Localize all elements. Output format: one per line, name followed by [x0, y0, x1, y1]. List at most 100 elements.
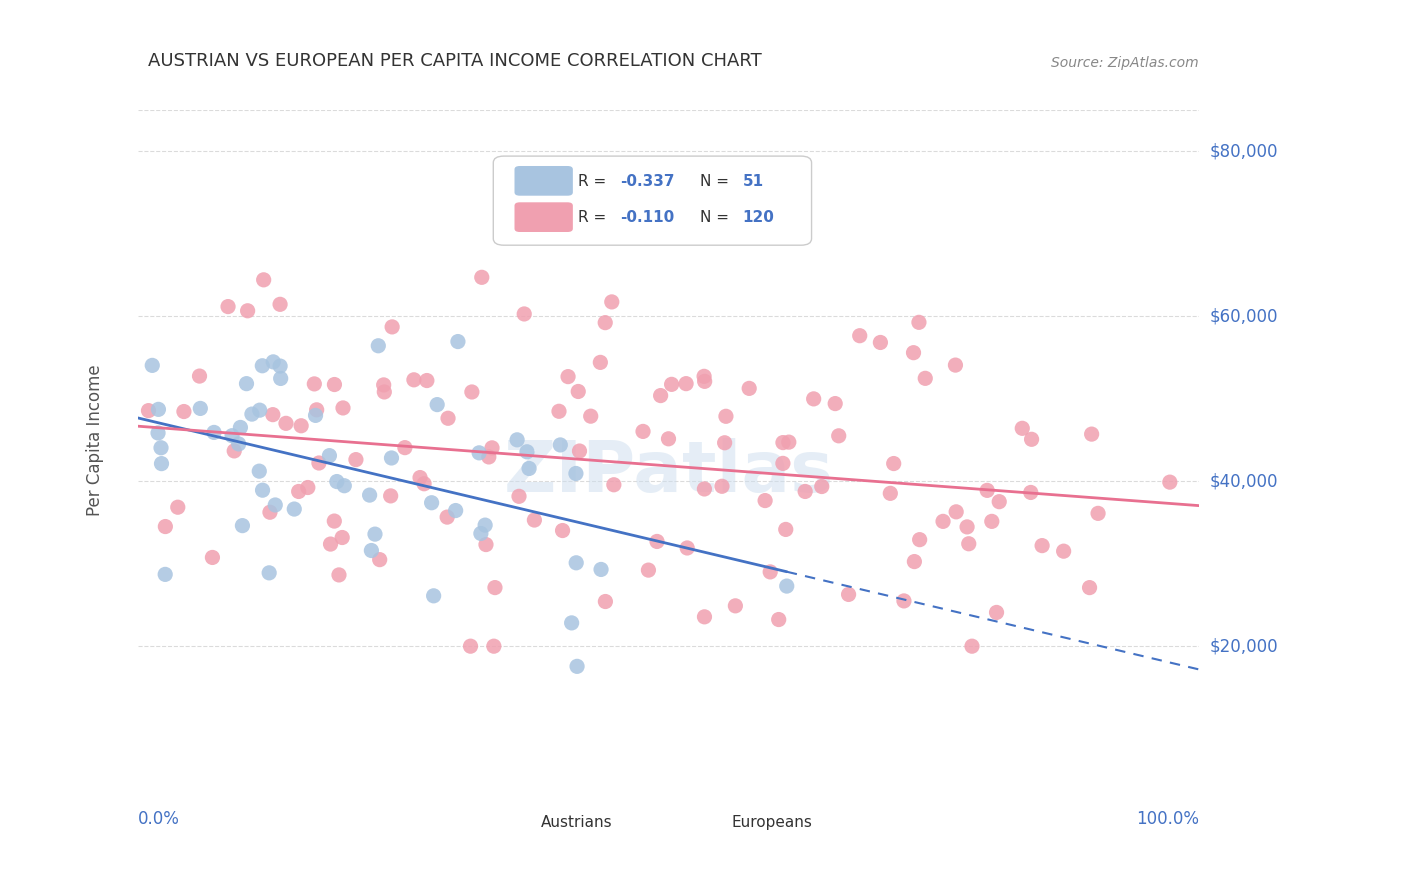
- Point: [772, 456, 794, 470]
- Point: [141, 359, 163, 373]
- FancyBboxPatch shape: [494, 156, 811, 245]
- Point: [481, 441, 503, 455]
- Point: [304, 376, 326, 391]
- Point: [253, 273, 276, 287]
- Text: R =: R =: [578, 174, 612, 189]
- Point: [319, 537, 342, 551]
- Point: [274, 417, 297, 431]
- Point: [1078, 581, 1101, 595]
- Point: [988, 494, 1011, 508]
- Point: [1031, 539, 1053, 553]
- Point: [381, 319, 404, 334]
- Point: [1080, 427, 1102, 442]
- Point: [828, 429, 851, 443]
- Point: [270, 371, 292, 385]
- Point: [413, 476, 436, 491]
- Point: [150, 441, 173, 455]
- Point: [945, 358, 967, 372]
- Point: [290, 418, 312, 433]
- FancyBboxPatch shape: [515, 202, 572, 232]
- Point: [600, 294, 623, 309]
- Point: [675, 376, 697, 391]
- Point: [373, 384, 395, 399]
- Point: [794, 484, 817, 499]
- Point: [229, 420, 252, 434]
- Text: $60,000: $60,000: [1211, 307, 1278, 326]
- Point: [146, 425, 169, 440]
- Point: [252, 359, 274, 373]
- Point: [436, 510, 458, 524]
- Point: [593, 316, 616, 330]
- Point: [565, 556, 588, 570]
- Point: [240, 407, 263, 421]
- Point: [986, 606, 1008, 620]
- Point: [848, 328, 870, 343]
- Point: [506, 433, 529, 447]
- Point: [380, 489, 402, 503]
- Point: [304, 409, 326, 423]
- Point: [595, 594, 617, 608]
- Point: [603, 477, 626, 491]
- Point: [810, 479, 832, 493]
- Text: AUSTRIAN VS EUROPEAN PER CAPITA INCOME CORRELATION CHART: AUSTRIAN VS EUROPEAN PER CAPITA INCOME C…: [149, 53, 762, 70]
- Point: [523, 513, 546, 527]
- Point: [326, 475, 349, 489]
- Point: [188, 369, 211, 384]
- Point: [976, 483, 998, 498]
- Point: [945, 505, 967, 519]
- Point: [150, 457, 173, 471]
- Point: [759, 565, 782, 579]
- Point: [305, 402, 328, 417]
- Point: [693, 482, 716, 496]
- Point: [508, 489, 530, 503]
- Point: [426, 398, 449, 412]
- Point: [879, 486, 901, 500]
- Text: ZIPatlas: ZIPatlas: [503, 439, 834, 508]
- Point: [471, 270, 494, 285]
- Point: [332, 401, 354, 415]
- Point: [367, 339, 389, 353]
- Point: [1019, 485, 1042, 500]
- Point: [693, 375, 716, 389]
- Point: [724, 599, 747, 613]
- Point: [960, 639, 983, 653]
- Point: [380, 450, 402, 465]
- Point: [328, 568, 350, 582]
- Point: [484, 581, 506, 595]
- Point: [803, 392, 825, 406]
- Point: [631, 425, 654, 439]
- Point: [470, 526, 492, 541]
- Point: [249, 403, 271, 417]
- Point: [402, 373, 425, 387]
- Point: [776, 579, 799, 593]
- Point: [908, 315, 931, 329]
- Point: [461, 384, 484, 399]
- Point: [561, 615, 583, 630]
- Point: [551, 524, 574, 538]
- Point: [883, 457, 905, 471]
- Point: [297, 481, 319, 495]
- Point: [1011, 421, 1033, 435]
- Point: [283, 502, 305, 516]
- Point: [323, 377, 346, 392]
- Text: R =: R =: [578, 210, 612, 225]
- Point: [173, 404, 195, 418]
- Point: [368, 552, 391, 566]
- Point: [714, 409, 737, 424]
- Point: [269, 359, 291, 373]
- Text: N =: N =: [700, 210, 734, 225]
- Point: [550, 438, 572, 452]
- Point: [416, 374, 439, 388]
- Point: [980, 515, 1002, 529]
- Point: [637, 563, 659, 577]
- Point: [201, 550, 224, 565]
- Point: [568, 444, 591, 458]
- Text: -0.337: -0.337: [620, 174, 675, 189]
- Point: [359, 488, 381, 502]
- Text: 100.0%: 100.0%: [1136, 810, 1199, 828]
- Point: [482, 639, 505, 653]
- Point: [262, 355, 284, 369]
- Point: [645, 534, 668, 549]
- Point: [262, 408, 284, 422]
- Text: $40,000: $40,000: [1211, 472, 1278, 491]
